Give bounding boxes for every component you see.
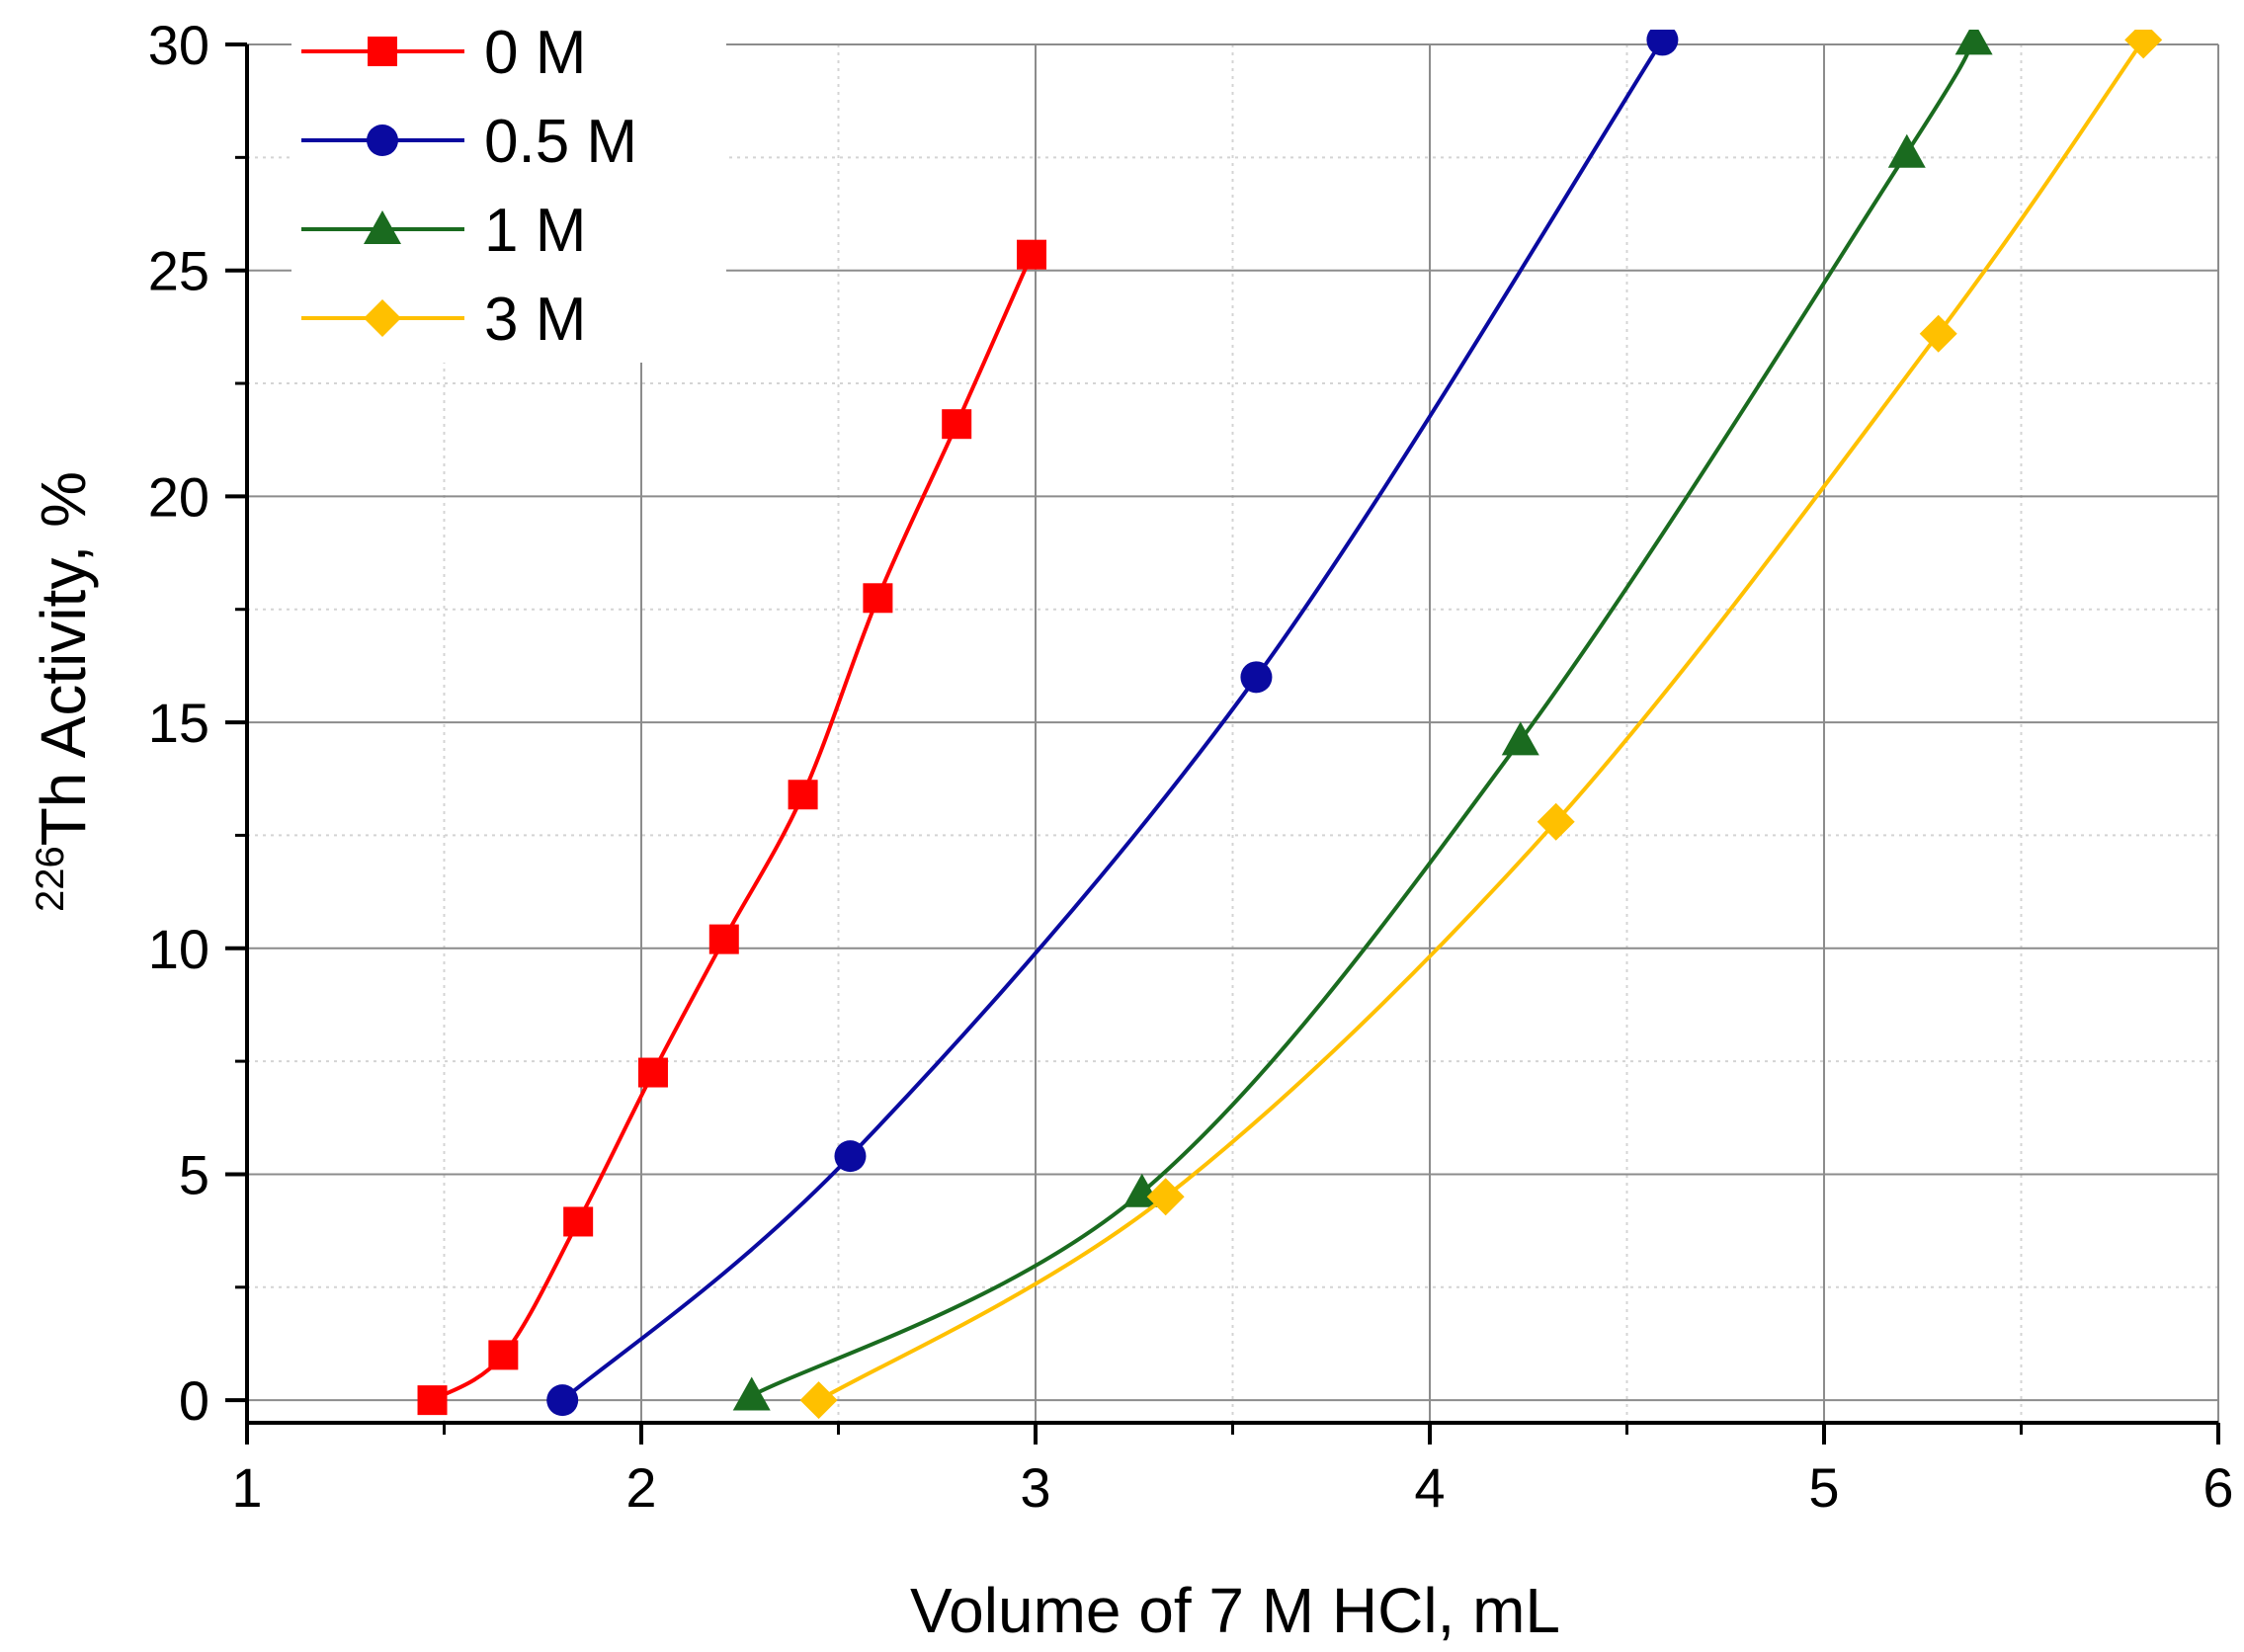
data-point — [732, 1376, 771, 1411]
y-tick-label: 10 — [148, 918, 209, 980]
y-tick-label: 5 — [179, 1143, 209, 1205]
legend: 0 M 0.5 M 1 M 3 M — [291, 2, 726, 363]
data-point — [2124, 30, 2163, 59]
legend-marker — [364, 299, 401, 337]
legend-label: 0 M — [484, 19, 586, 87]
data-point — [1887, 133, 1926, 168]
data-point — [942, 409, 972, 440]
data-point — [546, 1384, 579, 1417]
x-tick-label: 6 — [2202, 1456, 2233, 1519]
axes: 1 2 3 4 5 6 0 5 10 15 20 25 30 — [148, 14, 2234, 1519]
x-tick-label: 1 — [231, 1456, 262, 1519]
legend-label: 1 M — [484, 197, 586, 265]
data-point — [1146, 1178, 1185, 1216]
y-tick-label: 20 — [148, 465, 209, 528]
series-0-m — [417, 239, 1047, 1416]
data-point — [708, 924, 739, 954]
data-point — [1646, 30, 1679, 56]
legend-marker — [364, 210, 401, 244]
legend-label: 3 M — [484, 286, 586, 354]
y-axis-title-superscript: 226 — [29, 846, 72, 912]
y-axis-title-text: Th Activity, % — [28, 471, 99, 846]
data-point — [1240, 661, 1273, 694]
series-3-m — [799, 30, 2163, 1420]
y-tick-label: 25 — [148, 240, 209, 302]
series-line — [431, 253, 1034, 1402]
data-point — [563, 1206, 594, 1237]
y-tick-label: 30 — [148, 14, 209, 76]
legend-box — [291, 2, 726, 363]
data-point — [1954, 30, 1993, 55]
legend-marker — [368, 37, 397, 66]
legend-label: 0.5 M — [484, 108, 637, 176]
data-point — [637, 1057, 668, 1088]
data-point — [1537, 802, 1575, 841]
series-layer — [417, 30, 2163, 1420]
x-axis-title: Volume of 7 M HCl, mL — [910, 1575, 1560, 1646]
data-point — [488, 1340, 519, 1370]
data-point — [1017, 239, 1047, 270]
y-axis-title: 226Th Activity, % — [28, 471, 99, 912]
x-tick-label: 4 — [1414, 1456, 1445, 1519]
data-point — [834, 1140, 867, 1173]
series-line — [560, 39, 1665, 1402]
data-point — [863, 583, 893, 614]
data-point — [788, 780, 818, 810]
legend-marker — [367, 124, 398, 156]
data-point — [417, 1385, 448, 1416]
data-point — [799, 1381, 838, 1420]
data-point — [1501, 721, 1539, 756]
x-tick-label: 3 — [1020, 1456, 1050, 1519]
y-tick-label: 15 — [148, 692, 209, 754]
y-tick-label: 0 — [179, 1369, 209, 1432]
series-0-5-m — [546, 30, 1679, 1417]
x-tick-label: 5 — [1808, 1456, 1839, 1519]
data-point — [1919, 314, 1957, 353]
x-tick-label: 2 — [625, 1456, 656, 1519]
series-1-m — [732, 30, 1993, 1411]
